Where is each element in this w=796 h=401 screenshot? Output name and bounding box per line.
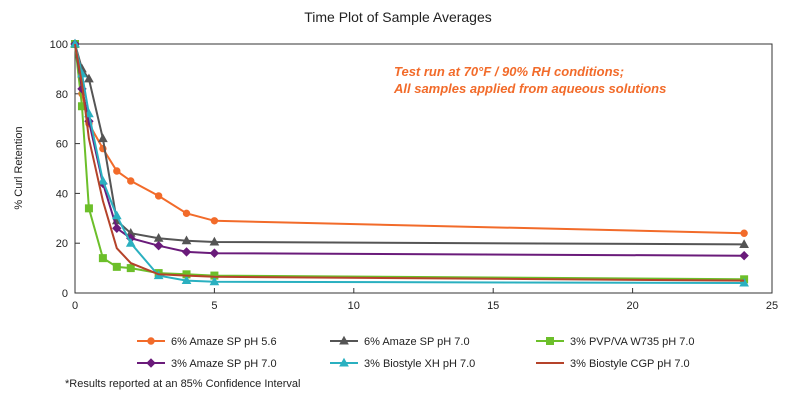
data-point bbox=[111, 210, 122, 220]
legend-item: 3% Biostyle XH pH 7.0 bbox=[330, 357, 475, 370]
legend-label: 6% Amaze SP pH 7.0 bbox=[364, 336, 470, 348]
data-point bbox=[84, 108, 94, 118]
legend-marker bbox=[339, 335, 349, 345]
legend: 6% Amaze SP pH 5.6 6% Amaze SP pH 7.0 3% P… bbox=[137, 335, 695, 370]
data-point bbox=[113, 167, 121, 175]
data-point bbox=[125, 237, 136, 247]
data-point bbox=[154, 192, 163, 200]
legend-item: 6% Amaze SP pH 5.6 bbox=[137, 336, 277, 348]
y-tick-label: 60 bbox=[56, 139, 68, 151]
legend-label: 6% Amaze SP pH 5.6 bbox=[171, 336, 277, 348]
chart-title: Time Plot of Sample Averages bbox=[304, 9, 492, 25]
plot-frame bbox=[74, 43, 773, 294]
data-point bbox=[181, 235, 192, 245]
x-tick-label: 10 bbox=[348, 300, 360, 312]
data-point bbox=[112, 223, 122, 233]
annotation-line-2: All samples applied from aqueous solutio… bbox=[393, 81, 666, 96]
legend-item: 3% Biostyle CGP pH 7.0 bbox=[536, 358, 690, 370]
footnote: *Results reported at an 85% Confidence I… bbox=[65, 378, 300, 390]
chart-annotation: Test run at 70°F / 90% RH conditions; Al… bbox=[393, 64, 666, 96]
series-line bbox=[74, 43, 745, 246]
y-tick-label: 20 bbox=[56, 238, 68, 250]
data-point bbox=[126, 264, 135, 273]
y-tick-label: 40 bbox=[56, 188, 68, 200]
data-point bbox=[153, 240, 164, 251]
data-point bbox=[740, 229, 748, 237]
legend-label: 3% Biostyle XH pH 7.0 bbox=[364, 358, 475, 370]
x-tick-label: 0 bbox=[72, 300, 78, 312]
x-tick-label: 25 bbox=[766, 300, 778, 312]
annotation-line-1: Test run at 70°F / 90% RH conditions; bbox=[394, 64, 624, 79]
data-point bbox=[182, 209, 191, 218]
data-point bbox=[112, 262, 121, 271]
legend-marker bbox=[546, 337, 554, 345]
legend-label: 3% Biostyle CGP pH 7.0 bbox=[570, 358, 690, 370]
legend-marker bbox=[147, 337, 155, 345]
series-line bbox=[74, 43, 745, 282]
data-point bbox=[210, 217, 219, 225]
series-6 bbox=[74, 43, 745, 282]
data-point bbox=[127, 177, 135, 185]
data-point bbox=[84, 73, 94, 83]
data-point bbox=[181, 275, 192, 285]
data-point bbox=[209, 276, 220, 286]
legend-item: 3% PVP/VA W735 pH 7.0 bbox=[536, 336, 695, 348]
data-point bbox=[209, 236, 220, 246]
data-point bbox=[209, 248, 220, 258]
legend-label: 3% Amaze SP pH 7.0 bbox=[171, 358, 277, 370]
plot-area: 0 5 10 15 20 25 0 20 40 60 80 100 bbox=[50, 38, 778, 312]
x-tick-label: 20 bbox=[626, 300, 638, 312]
series-3 bbox=[71, 40, 749, 284]
legend-marker bbox=[146, 358, 156, 368]
y-tick-label: 100 bbox=[50, 39, 68, 51]
legend-marker bbox=[339, 357, 349, 367]
series-line bbox=[74, 43, 745, 284]
series-line bbox=[74, 43, 745, 281]
data-point bbox=[181, 247, 192, 257]
y-tick-label: 0 bbox=[62, 288, 68, 300]
legend-item: 3% Amaze SP pH 7.0 bbox=[137, 358, 277, 370]
legend-label: 3% PVP/VA W735 pH 7.0 bbox=[570, 336, 695, 348]
data-point bbox=[739, 239, 749, 248]
y-tick-label: 80 bbox=[56, 89, 68, 101]
x-tick-label: 5 bbox=[211, 300, 217, 312]
data-point bbox=[98, 175, 108, 185]
data-point bbox=[98, 133, 108, 143]
legend-item: 6% Amaze SP pH 7.0 bbox=[330, 335, 470, 348]
y-axis-label: % Curl Retention bbox=[13, 126, 25, 209]
data-point bbox=[84, 204, 93, 213]
data-point bbox=[739, 277, 749, 287]
x-tick-label: 15 bbox=[487, 300, 499, 312]
data-point bbox=[739, 250, 749, 261]
data-point bbox=[98, 254, 107, 263]
